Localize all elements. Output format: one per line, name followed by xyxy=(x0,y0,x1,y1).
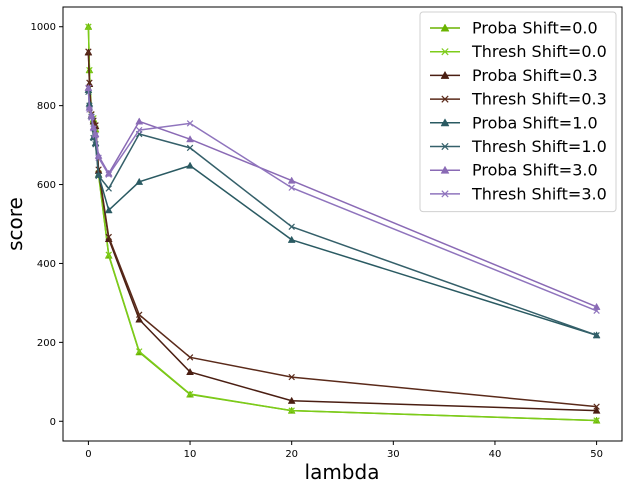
data-point xyxy=(288,223,295,230)
data-point xyxy=(85,48,92,55)
data-point xyxy=(186,390,194,398)
data-point xyxy=(88,114,95,121)
legend-item: Thresh Shift=0.0 xyxy=(430,42,607,61)
data-point xyxy=(593,417,600,424)
data-point xyxy=(105,185,112,192)
data-point xyxy=(593,403,600,410)
legend-label: Thresh Shift=3.0 xyxy=(471,184,607,203)
y-tick-label: 0 xyxy=(50,417,56,428)
x-tick-label: 40 xyxy=(489,449,502,460)
y-tick-label: 600 xyxy=(37,180,56,191)
legend-item: Thresh Shift=3.0 xyxy=(430,184,607,203)
x-tick-label: 30 xyxy=(387,449,400,460)
data-point xyxy=(105,233,112,241)
data-point xyxy=(135,315,144,323)
data-point xyxy=(95,172,102,180)
legend-label: Thresh Shift=0.3 xyxy=(471,90,607,109)
legend-item: Thresh Shift=0.3 xyxy=(430,90,607,109)
y-axis-label: score xyxy=(3,197,27,251)
data-point xyxy=(136,311,143,318)
y-tick-label: 800 xyxy=(37,101,56,112)
y-tick-label: 200 xyxy=(37,338,56,349)
legend-label: Proba Shift=0.0 xyxy=(472,19,598,38)
legend-marker xyxy=(440,23,450,32)
legend-marker xyxy=(441,48,449,56)
y-tick-label: 400 xyxy=(37,259,56,270)
legend-frame xyxy=(419,11,617,213)
data-point xyxy=(105,251,112,258)
legend-label: Thresh Shift=1.0 xyxy=(471,137,607,156)
series-8 xyxy=(85,84,600,315)
axes-layer: 0 10 20 30 40 50 0 200 400 600 800 1000 xyxy=(31,22,603,460)
data-point xyxy=(135,177,144,185)
legend-marker xyxy=(441,190,449,198)
data-point xyxy=(287,396,296,404)
data-point xyxy=(135,117,144,125)
data-point xyxy=(186,161,194,169)
data-point xyxy=(85,84,92,92)
data-point xyxy=(186,144,194,152)
series-layer xyxy=(84,22,601,424)
legend-label: Proba Shift=0.3 xyxy=(472,66,598,85)
data-point xyxy=(186,367,194,376)
data-point xyxy=(186,120,194,127)
data-point xyxy=(105,171,112,178)
data-point xyxy=(592,406,601,414)
data-point xyxy=(90,125,97,132)
legend-label: Proba Shift=3.0 xyxy=(472,161,598,180)
data-point xyxy=(136,126,143,134)
data-point xyxy=(288,184,295,191)
data-point xyxy=(86,79,93,86)
legend-marker xyxy=(441,95,449,103)
data-point xyxy=(95,154,102,161)
data-point xyxy=(593,307,600,315)
x-tick-label: 20 xyxy=(285,449,298,460)
data-point xyxy=(287,235,296,243)
legend: Proba Shift=0.0 Thresh Shift=0.0 Proba Shi… xyxy=(419,11,617,213)
data-point xyxy=(136,348,143,355)
legend-marker xyxy=(441,142,449,151)
x-tick-label: 50 xyxy=(590,449,603,460)
y-tick-label: 1000 xyxy=(31,22,56,33)
legend-label: Thresh Shift=0.0 xyxy=(471,42,607,61)
x-axis-label: lambda xyxy=(305,460,380,484)
legend-label: Proba Shift=1.0 xyxy=(472,113,598,132)
legend-marker xyxy=(440,70,450,79)
legend-item: Proba Shift=3.0 xyxy=(430,161,598,180)
data-point xyxy=(186,354,194,361)
data-point xyxy=(593,332,600,339)
data-point xyxy=(85,23,92,30)
data-point xyxy=(288,407,295,414)
data-point xyxy=(186,135,194,143)
legend-item: Thresh Shift=1.0 xyxy=(430,137,607,156)
data-point xyxy=(592,302,601,310)
data-point xyxy=(86,106,93,113)
legend-marker xyxy=(440,118,450,127)
data-point xyxy=(92,132,99,139)
data-point xyxy=(104,206,113,214)
x-tick-label: 10 xyxy=(184,449,197,460)
data-point xyxy=(287,176,296,184)
data-point xyxy=(288,373,295,381)
legend-item: Proba Shift=0.0 xyxy=(430,19,598,38)
legend-item: Proba Shift=1.0 xyxy=(430,113,598,132)
legend-item: Proba Shift=0.3 xyxy=(430,66,598,85)
legend-marker xyxy=(440,165,450,174)
x-tick-label: 0 xyxy=(85,449,91,460)
